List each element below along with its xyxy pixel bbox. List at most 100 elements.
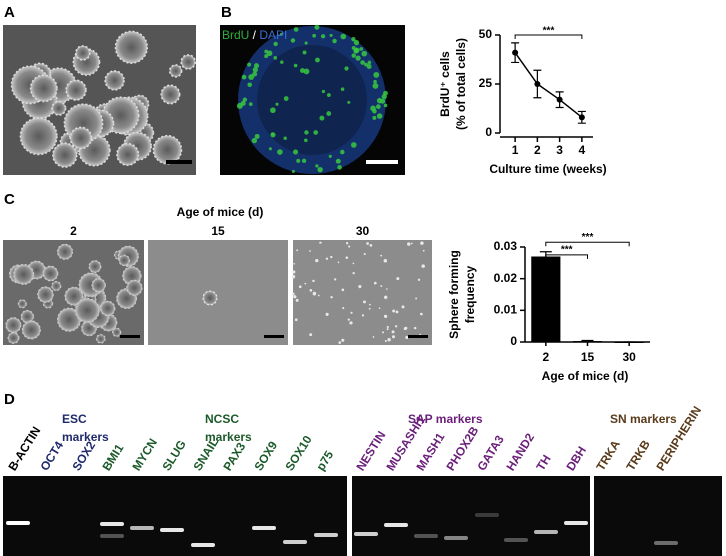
cell: [312, 292, 316, 296]
cell: [363, 300, 366, 304]
nucleus: [317, 166, 323, 173]
cell: [403, 327, 407, 331]
scale-bar: [408, 335, 428, 338]
band: [283, 540, 307, 544]
panel-label: B: [221, 4, 232, 21]
nucleus: [355, 55, 361, 61]
gel-strip: [352, 476, 590, 556]
nucleus: [326, 111, 332, 116]
nucleus: [376, 97, 383, 104]
group-title: ESC: [62, 412, 87, 426]
nucleus: [373, 79, 377, 84]
cell: [422, 249, 425, 252]
nucleus: [266, 50, 273, 57]
cell: [312, 279, 315, 283]
cell: [384, 340, 387, 343]
sphere: [99, 300, 116, 317]
nucleus: [353, 39, 360, 46]
bracket: [545, 254, 588, 259]
nucleus: [254, 133, 260, 139]
nucleus: [320, 34, 326, 39]
lane-label: TRKB: [623, 437, 653, 473]
nucleus: [376, 113, 383, 119]
cell: [387, 338, 391, 342]
micrograph: [293, 240, 432, 345]
x-tick-label: 1: [512, 143, 519, 157]
nucleus: [270, 132, 276, 138]
nucleus: [372, 82, 379, 89]
cell: [349, 321, 353, 325]
cell: [391, 330, 395, 334]
nucleus: [280, 60, 284, 64]
lane-label: GATA3: [474, 433, 507, 474]
sphere: [13, 263, 35, 285]
cell: [292, 292, 295, 296]
y-tick-label: 0.02: [494, 271, 518, 285]
point: [512, 49, 519, 56]
nucleus: [296, 158, 301, 163]
cell: [395, 310, 399, 314]
nucleus: [332, 38, 337, 44]
cell: [330, 255, 333, 259]
point: [534, 81, 541, 87]
stain-brdu: BrdU: [222, 28, 249, 42]
nucleus: [268, 147, 272, 151]
cell: [413, 326, 417, 330]
nucleus: [347, 100, 351, 104]
nucleus: [372, 108, 377, 114]
nucleus: [373, 71, 380, 78]
nucleus: [241, 74, 247, 80]
cell: [341, 338, 345, 342]
sphere: [118, 254, 131, 267]
gel: [3, 476, 722, 556]
band: [100, 534, 124, 538]
nucleus: [351, 53, 356, 58]
lane-label: MYCN: [129, 436, 160, 473]
lane-label: PAX3: [220, 440, 248, 474]
cell: [401, 305, 405, 309]
y-tick-label: 0: [510, 334, 517, 348]
lane-label: BMI1: [99, 441, 126, 473]
cell: [420, 312, 423, 316]
nucleus: [375, 104, 381, 110]
nucleus: [383, 90, 388, 96]
cell: [309, 289, 313, 292]
band: [6, 521, 30, 525]
nucleus: [321, 89, 326, 94]
scale-bar: [366, 160, 398, 164]
micrographs-c: [3, 240, 432, 345]
band: [444, 536, 468, 540]
nucleus: [273, 41, 278, 47]
y-tick-label: 50: [479, 27, 493, 41]
image-label: 30: [356, 224, 370, 238]
cell: [345, 256, 349, 259]
cell: [342, 307, 345, 310]
cell: [382, 331, 385, 334]
sphere: [64, 286, 84, 306]
sphere: [152, 134, 183, 165]
y-tick-label: 0.03: [494, 239, 518, 253]
group-title: markers: [205, 430, 252, 444]
cell: [330, 296, 333, 299]
band: [160, 528, 184, 532]
cell: [298, 285, 302, 289]
line: [514, 52, 583, 118]
nucleus: [301, 158, 307, 163]
nucleus: [383, 103, 388, 108]
cell: [291, 274, 296, 279]
sphere: [202, 290, 218, 306]
micrograph-b: [220, 24, 405, 175]
nucleus: [340, 33, 347, 40]
sphere: [69, 126, 93, 150]
nucleus: [292, 149, 299, 155]
nucleus: [367, 60, 372, 65]
sphere: [42, 265, 59, 282]
scale-bar: [264, 335, 284, 338]
nucleus: [304, 138, 308, 143]
cell: [380, 254, 383, 257]
sphere: [116, 142, 140, 167]
cell: [296, 249, 299, 252]
sphere: [21, 320, 41, 340]
nucleus: [360, 60, 365, 65]
group-title: SAP markers: [408, 412, 483, 426]
